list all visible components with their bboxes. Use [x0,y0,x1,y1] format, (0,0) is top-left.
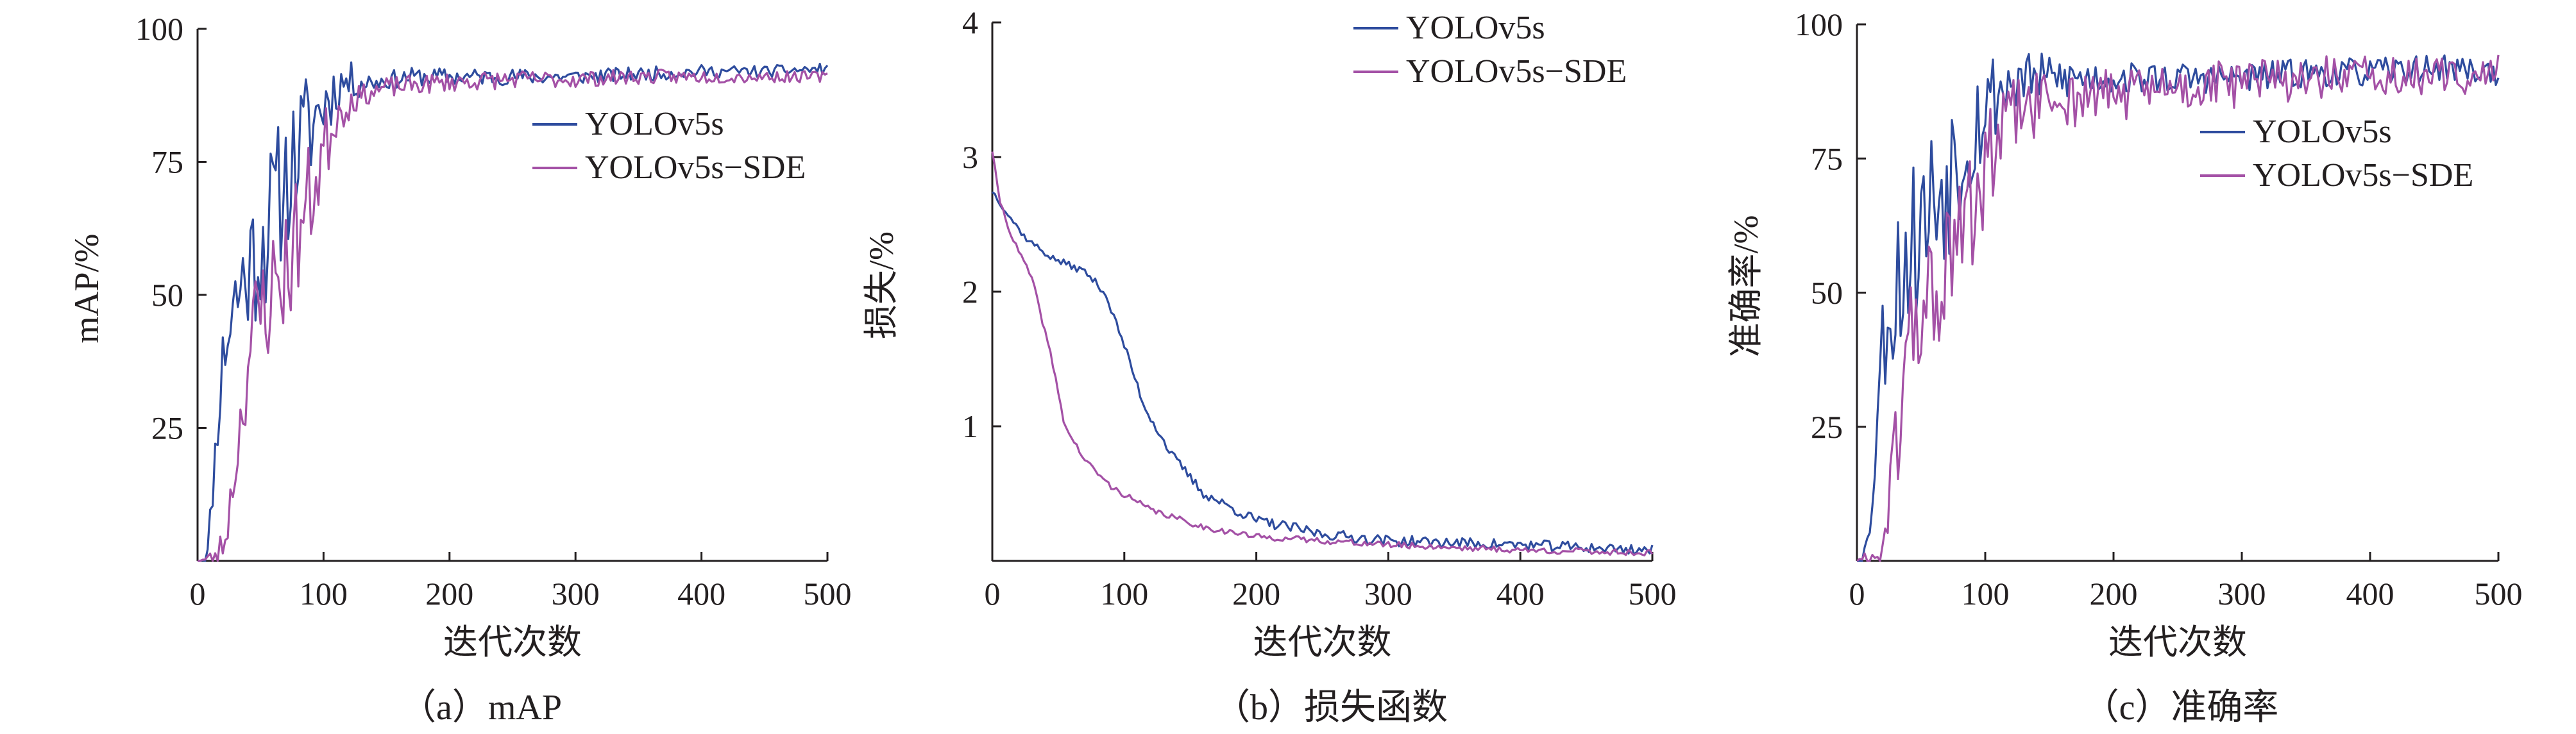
x-tick-label: 0 [190,576,206,612]
y-tick-label: 4 [962,4,978,40]
x-tick-label: 0 [985,576,1001,612]
x-axis-label: 迭代次数 [443,623,582,662]
x-tick-label: 500 [804,576,852,612]
y-axis-label: 损失/% [862,231,901,339]
x-tick-label: 200 [2090,576,2138,612]
panel-map: 0 100 200 300 400 500 25 50 75 100 迭代次数 mAP/% （a）mAP… [67,11,852,728]
y-tick-label: 50 [151,277,183,313]
series-line-yolov5s [1857,53,2500,562]
y-tick-label: 75 [151,144,183,180]
legend-label: YOLOv5s−SDE [585,149,806,186]
x-tick-label: 400 [1496,576,1545,612]
x-tick-label: 300 [1364,576,1412,612]
x-tick-label: 400 [677,576,725,612]
y-tick-label: 50 [1811,275,1843,311]
series-line-yolov5s-sde [991,151,1654,556]
series-line-yolov5s [198,61,829,562]
panel-accuracy: 0 100 200 300 400 500 25 50 75 100 迭代次数 准确率/% （c）准确率… [1727,6,2523,728]
x-tick-label: 200 [425,576,473,612]
legend-label: YOLOv5s [1406,10,1545,46]
x-tick-label: 100 [1100,576,1148,612]
x-tick-label: 300 [2218,576,2266,612]
y-axis-label: 准确率/% [1727,215,1765,358]
legend-label: YOLOv5s−SDE [1406,53,1627,90]
x-tick-label: 500 [1629,576,1677,612]
y-tick-label: 1 [962,408,978,444]
y-tick-label: 100 [135,11,183,47]
y-tick-label: 2 [962,274,978,310]
x-tick-label: 300 [552,576,600,612]
panel-loss: 0 100 200 300 400 500 1 2 3 4 迭代次数 损失/% （b）损失函数 YOLOv… [862,4,1677,728]
x-tick-label: 0 [1849,576,1865,612]
panel-caption: （a）mAP [400,688,562,728]
legend-label: YOLOv5s [2253,113,2392,150]
y-tick-label: 25 [1811,409,1843,445]
panel-caption: （c）准确率 [2083,688,2279,728]
x-axis-label: 迭代次数 [1253,623,1392,662]
x-tick-label: 100 [300,576,348,612]
y-axis-label: mAP/% [67,233,106,343]
y-tick-label: 75 [1811,140,1843,176]
series-line-yolov5s-sde [1856,54,2500,562]
x-tick-label: 100 [1962,576,2010,612]
legend-label: YOLOv5s [585,106,724,142]
series-line-yolov5s [992,191,1654,555]
y-tick-label: 100 [1795,6,1843,42]
x-tick-label: 400 [2346,576,2394,612]
y-tick-label: 25 [151,410,183,446]
y-tick-label: 3 [962,139,978,175]
x-axis-label: 迭代次数 [2108,623,2247,662]
panel-caption: （b）损失函数 [1214,688,1448,728]
x-tick-label: 500 [2475,576,2523,612]
legend-label: YOLOv5s−SDE [2253,157,2473,194]
x-tick-label: 200 [1232,576,1280,612]
series-line-yolov5s-sde [198,69,828,562]
